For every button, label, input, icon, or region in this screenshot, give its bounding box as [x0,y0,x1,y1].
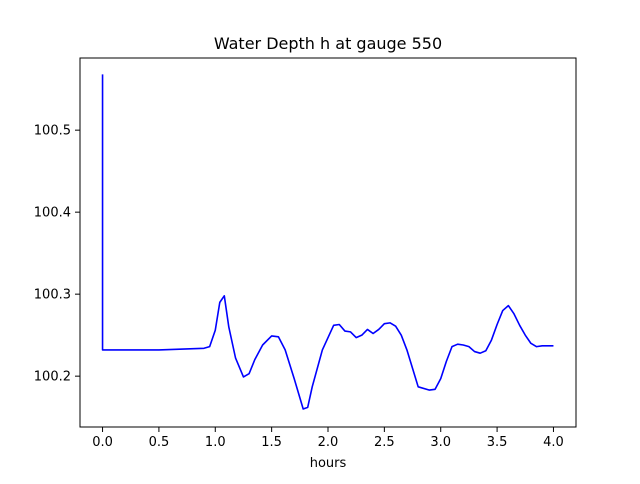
x-tick-label: 2.5 [374,435,395,450]
y-tick-label: 100.2 [34,370,71,385]
x-tick-label: 3.0 [430,435,451,450]
plot-frame [79,57,577,428]
x-tick-label: 0.0 [92,435,113,450]
chart-title: Water Depth h at gauge 550 [214,34,442,53]
x-tick-label: 1.0 [205,435,226,450]
y-axis: 100.2 100.3 100.4 100.5 [34,124,80,385]
x-axis: 0.0 0.5 1.0 1.5 2.0 2.5 3.0 3.5 4.0 [92,427,564,450]
x-tick-label: 2.0 [318,435,339,450]
series-line-0 [101,74,554,410]
x-tick-label: 1.5 [261,435,282,450]
x-tick-label: 0.5 [149,435,170,450]
y-tick-label: 100.4 [34,206,71,221]
x-axis-label: hours [310,456,347,471]
series-layer [101,74,554,410]
y-tick-label: 100.5 [34,124,71,139]
x-tick-label: 4.0 [543,435,564,450]
x-tick-label: 3.5 [487,435,508,450]
y-tick-label: 100.3 [34,288,71,303]
